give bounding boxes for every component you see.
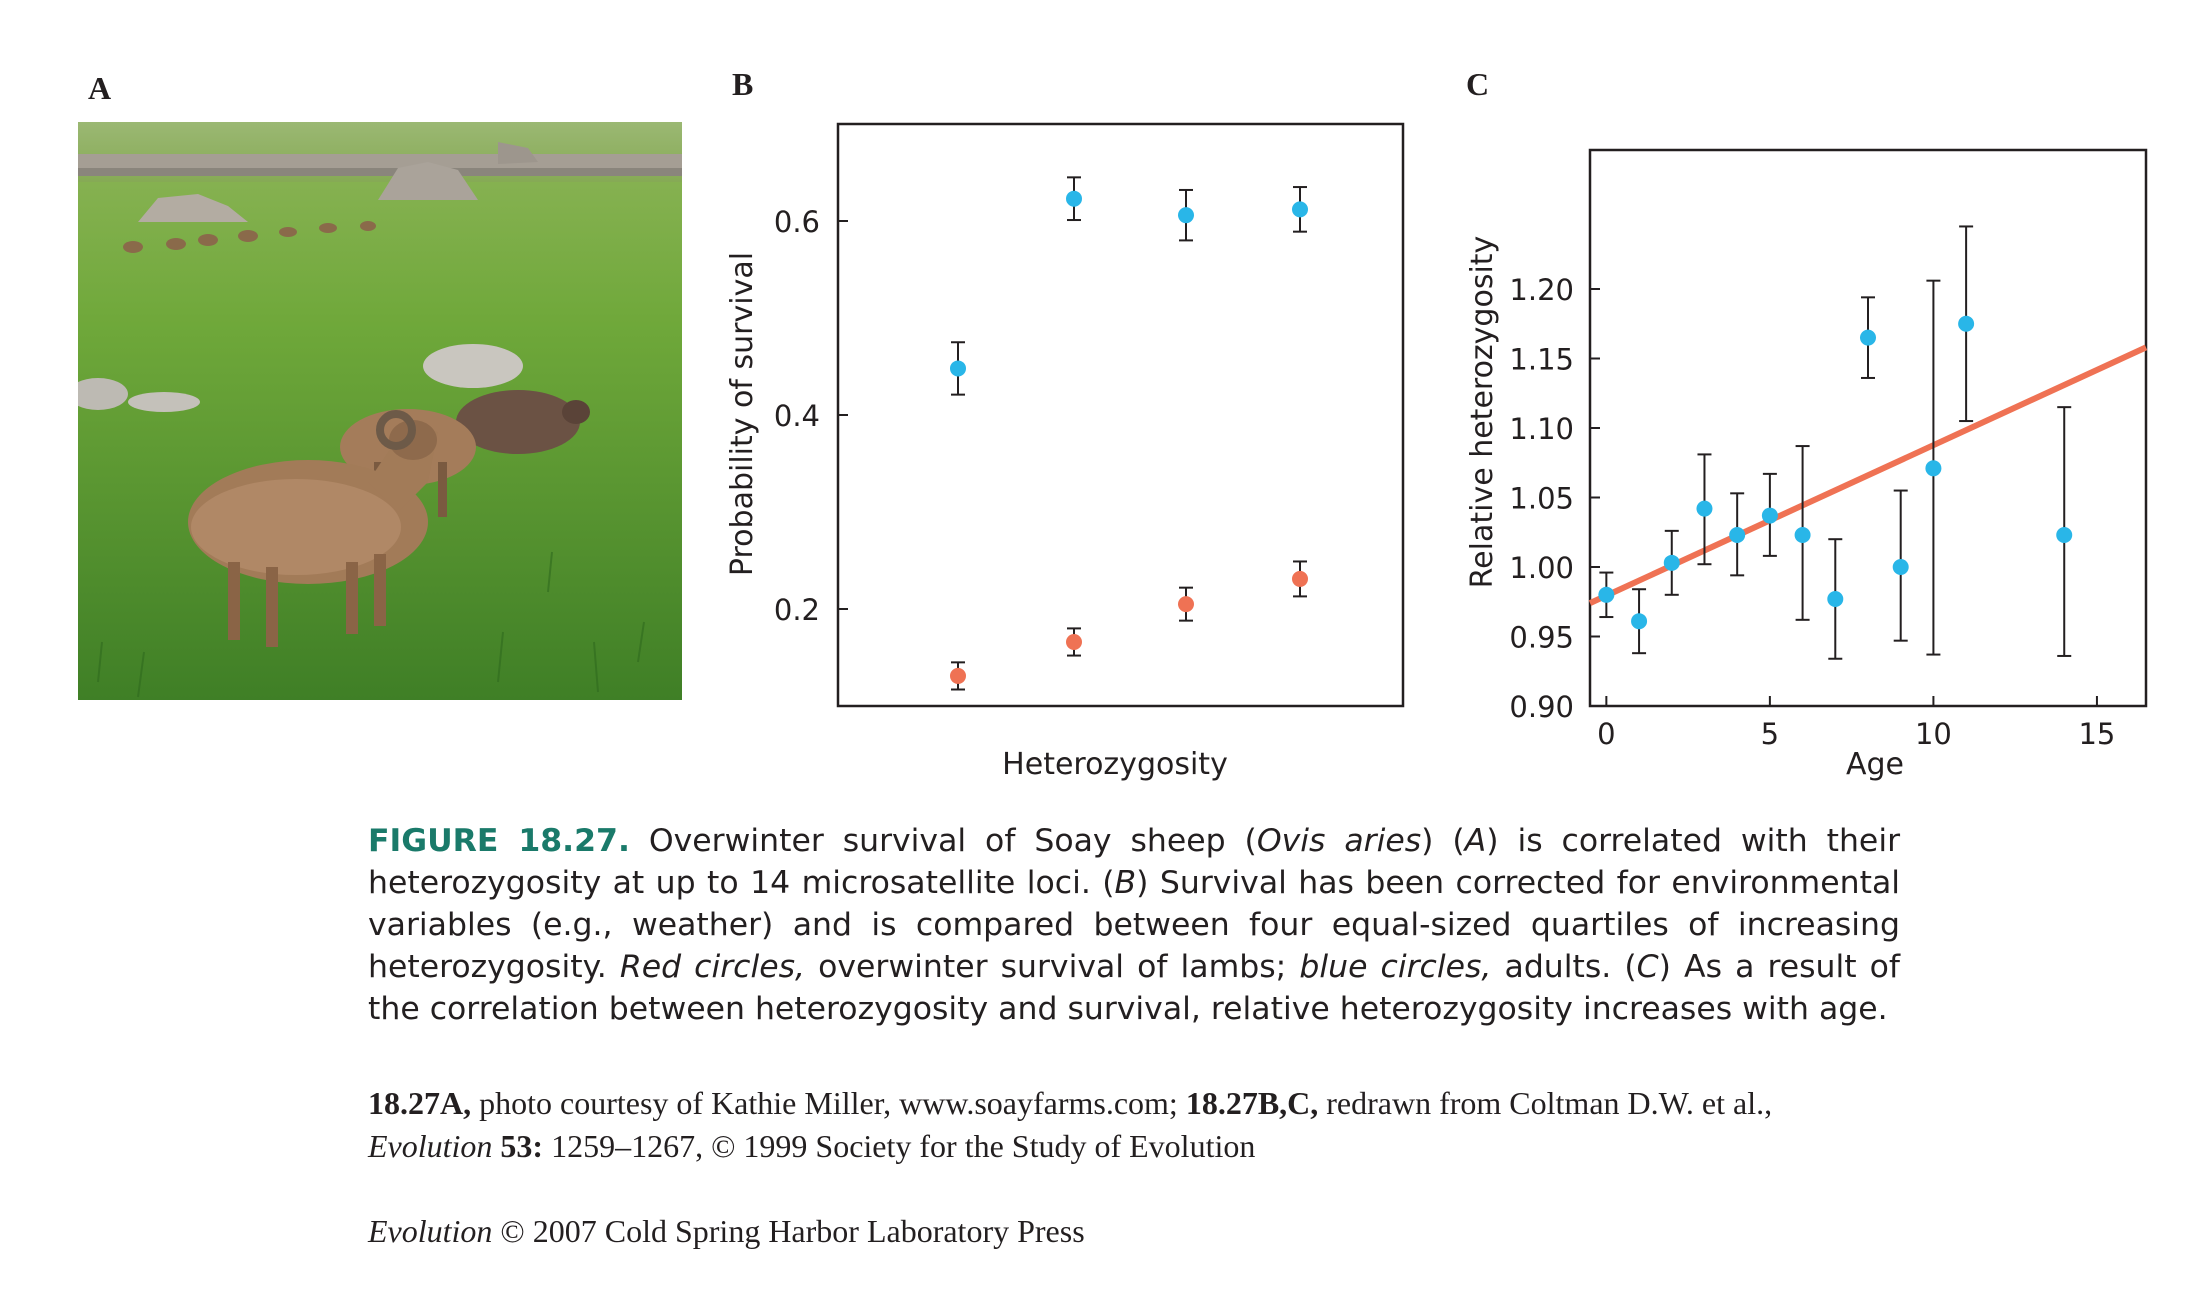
lambs-point <box>950 667 966 684</box>
caption-text: ) As a result of the correlation between… <box>368 949 1901 1027</box>
y-tick-label-b: 0.6 <box>774 205 820 239</box>
plot-frame-c <box>1588 148 2148 708</box>
flock-distant <box>123 221 376 253</box>
caption-legend-blue: blue circles, <box>1299 949 1492 985</box>
stone-wall <box>78 142 682 222</box>
boulders <box>78 344 523 412</box>
sheep-photo <box>78 122 682 700</box>
adults-point <box>1292 201 1308 218</box>
x-axis-label-c: Age <box>1846 747 1904 782</box>
data-point-c <box>1696 500 1713 517</box>
sheep-front <box>188 410 438 647</box>
data-point-c <box>1761 507 1778 524</box>
y-tick-label-b: 0.2 <box>774 593 820 627</box>
figure-caption: FIGURE 18.27. Overwinter survival of Soa… <box>368 820 1900 1030</box>
caption-legend-red: Red circles, <box>619 949 806 985</box>
data-point-c <box>1827 590 1844 607</box>
y-tick-label-c: 1.00 <box>1509 551 1574 585</box>
trend-line <box>1588 344 2148 606</box>
copyright-title: Evolution <box>368 1213 493 1249</box>
copyright-text: © 2007 Cold Spring Harbor Laboratory Pre… <box>492 1213 1085 1249</box>
y-tick-label-c: 1.15 <box>1509 343 1574 377</box>
x-tick-label-c: 10 <box>1915 717 1952 751</box>
figure-label: FIGURE 18.27. <box>368 823 630 859</box>
y-tick-label-c: 1.05 <box>1509 482 1574 516</box>
panel-label-b: B <box>732 66 754 102</box>
data-point-c <box>2056 527 2073 544</box>
y-tick-label-c: 0.95 <box>1509 621 1574 655</box>
caption-text: overwinter survival of lambs; <box>805 949 1300 985</box>
caption-text: adults. ( <box>1491 949 1637 985</box>
credit-text: 1259–1267, © 1999 Society for the Study … <box>543 1128 1256 1164</box>
x-tick-label-c: 15 <box>2078 717 2115 751</box>
panel-label-a: A <box>88 70 112 106</box>
y-tick-label-c: 0.90 <box>1509 690 1574 724</box>
panel-label-c: C <box>1466 66 1490 102</box>
caption-text: ) ( <box>1421 823 1465 859</box>
figure-credit: 18.27A, photo courtesy of Kathie Miller,… <box>368 1082 1908 1168</box>
y-axis-label-b: Probability of survival <box>725 252 760 576</box>
x-axis-label-b: Heterozygosity <box>1002 747 1228 782</box>
x-tick-label-c: 5 <box>1761 717 1779 751</box>
data-point-c <box>1663 554 1680 571</box>
y-tick-label-b: 0.4 <box>774 399 820 433</box>
copyright-line: Evolution © 2007 Cold Spring Harbor Labo… <box>368 1210 1085 1253</box>
caption-text: Overwinter survival of Soay sheep ( <box>629 823 1257 859</box>
credit-text: redrawn from Coltman D.W. et al., <box>1318 1085 1773 1121</box>
lambs-point <box>1292 570 1308 587</box>
caption-panel-ref: B <box>1114 865 1137 901</box>
data-point-c <box>1598 586 1615 603</box>
credit-volume: 53: <box>492 1128 544 1164</box>
credit-journal: Evolution <box>368 1128 493 1164</box>
credit-ref: 18.27A, <box>368 1085 472 1121</box>
credit-text: photo courtesy of Kathie Miller, www.soa… <box>471 1085 1186 1121</box>
lambs-point <box>1178 596 1194 613</box>
y-axis-label-c: Relative heterozygosity <box>1465 236 1500 589</box>
credit-ref: 18.27B,C, <box>1185 1085 1319 1121</box>
data-point-c <box>1892 559 1909 575</box>
data-point-c <box>1794 527 1811 544</box>
lambs-point <box>1066 633 1082 650</box>
x-tick-label-c: 0 <box>1597 717 1615 751</box>
y-tick-label-c: 1.10 <box>1509 412 1574 446</box>
adults-point <box>1066 190 1082 207</box>
caption-text: ) Survival has been corrected for enviro… <box>368 865 1900 985</box>
data-point-c <box>1958 315 1975 332</box>
caption-species: Ovis aries <box>1256 823 1422 859</box>
caption-panel-ref: C <box>1636 949 1659 985</box>
caption-panel-ref: A <box>1464 823 1487 859</box>
adults-point <box>1178 207 1194 224</box>
caption-text: ) is correlated with their heterozygosit… <box>368 823 1901 901</box>
data-point-c <box>1631 613 1648 630</box>
adults-point <box>950 360 966 377</box>
data-point-c <box>1925 460 1942 477</box>
data-point-c <box>1729 527 1746 544</box>
data-point-c <box>1860 329 1876 346</box>
y-tick-label-c: 1.20 <box>1509 273 1574 307</box>
